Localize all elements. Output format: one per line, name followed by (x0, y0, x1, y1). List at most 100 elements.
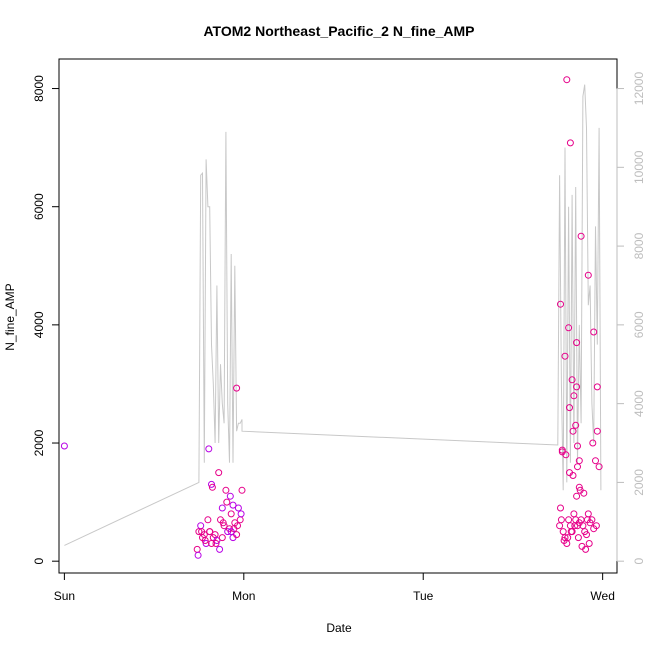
data-point (197, 522, 205, 530)
data-point (585, 540, 593, 547)
data-point (595, 463, 603, 471)
data-point (238, 486, 246, 494)
data-point (571, 522, 579, 530)
plot-frame (58, 58, 618, 574)
data-point (562, 451, 570, 459)
x-axis-label: Date (326, 621, 352, 635)
y2-tick-label: 2000 (632, 469, 646, 496)
y2-tick-label: 0 (632, 558, 646, 565)
data-point (219, 519, 227, 527)
data-point (557, 300, 564, 308)
data-point (208, 480, 215, 488)
data-point (583, 531, 590, 539)
data-point (563, 76, 571, 84)
data-point (567, 528, 575, 536)
data-point (584, 271, 592, 279)
data-point (574, 534, 582, 542)
y-tick-label: 8000 (32, 75, 46, 102)
axes-layer: Sun Mon Tue Wed 0 2000 4000 6000 8000 0 2000 4000 60… (32, 72, 646, 603)
data-point (198, 528, 206, 536)
data-point (570, 510, 578, 518)
data-point (569, 472, 577, 479)
data-point (204, 516, 212, 524)
data-point (566, 404, 573, 412)
y-tick-label: 0 (32, 558, 46, 565)
series-layer (60, 76, 603, 559)
x-tick-label: Wed (590, 589, 614, 603)
data-point (201, 537, 209, 544)
data-point (564, 534, 572, 542)
x-tick-label: Mon (232, 589, 255, 603)
data-point (574, 442, 581, 450)
y2-tick-label: 10000 (632, 150, 646, 184)
data-point (570, 392, 578, 400)
y-tick-label: 6000 (32, 193, 46, 220)
data-point (558, 446, 566, 454)
y2-tick-label: 12000 (632, 72, 646, 106)
data-point (206, 528, 214, 536)
data-point (233, 384, 241, 392)
data-point (213, 537, 221, 544)
data-point (589, 439, 597, 447)
y-tick-label: 2000 (32, 429, 46, 456)
data-point (216, 545, 224, 553)
data-point (556, 522, 564, 530)
data-point (593, 383, 601, 391)
data-point (572, 421, 580, 429)
data-point (229, 501, 237, 509)
y-axis-label: N_fine_AMP (3, 283, 17, 350)
series-line (64, 84, 602, 546)
x-tick-label: Tue (413, 589, 434, 603)
data-point (592, 522, 600, 530)
y2-tick-label: 8000 (632, 232, 646, 259)
data-point (233, 531, 241, 539)
data-point (584, 510, 592, 518)
data-point (234, 504, 242, 512)
data-point (227, 510, 235, 518)
data-point (557, 504, 564, 512)
data-point (193, 545, 201, 553)
data-point (223, 498, 231, 506)
data-point (573, 492, 581, 500)
data-point (237, 510, 245, 518)
data-point (218, 504, 226, 512)
chart-title: ATOM2 Northeast_Pacific_2 N_fine_AMP (203, 23, 474, 39)
x-tick-label: Sun (54, 589, 75, 603)
data-point (208, 540, 215, 547)
data-point (574, 463, 581, 471)
data-point (582, 545, 590, 553)
data-point (577, 232, 585, 240)
data-point (559, 528, 567, 536)
data-point (592, 457, 599, 465)
data-point (205, 445, 213, 453)
data-point (215, 469, 223, 477)
data-point (226, 492, 234, 500)
data-point (573, 339, 581, 347)
data-point (212, 540, 220, 547)
data-point (583, 516, 591, 524)
data-point (236, 516, 244, 524)
data-point (588, 516, 596, 524)
data-point (593, 427, 601, 435)
data-point (60, 442, 68, 450)
data-point (569, 427, 577, 435)
data-point (566, 139, 574, 147)
data-point (557, 516, 565, 524)
data-point (590, 328, 598, 336)
data-point (227, 528, 235, 536)
data-point (565, 516, 573, 524)
data-point (220, 522, 228, 530)
data-point (561, 352, 569, 360)
data-point (234, 522, 241, 530)
data-point (580, 489, 588, 497)
y2-tick-label: 6000 (632, 311, 646, 338)
data-point (575, 483, 583, 491)
data-point (568, 376, 576, 384)
data-point (202, 540, 210, 547)
y-tick-label: 4000 (32, 311, 46, 338)
y2-tick-label: 4000 (632, 390, 646, 417)
data-point (208, 483, 216, 491)
data-point (573, 383, 581, 391)
data-point (222, 486, 230, 494)
